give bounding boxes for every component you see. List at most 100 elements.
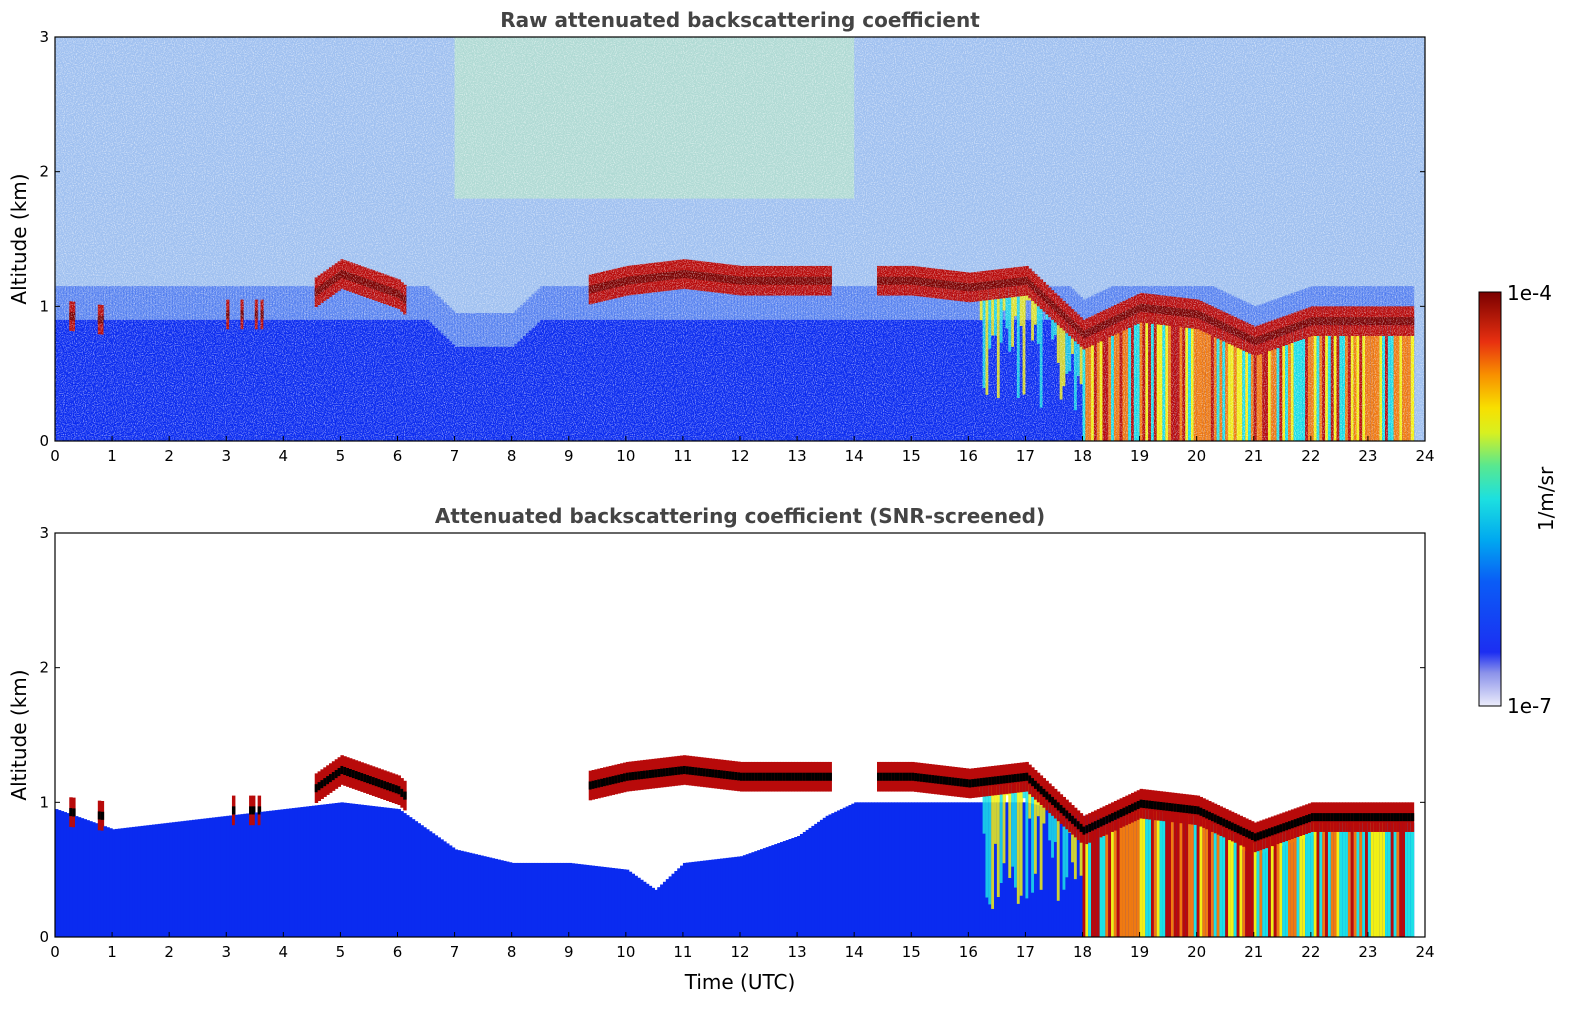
aerosol-column — [55, 809, 59, 937]
drizzle-column — [1019, 782, 1024, 896]
aerosol-column — [905, 802, 909, 937]
aerosol-column — [682, 862, 687, 937]
cloud-core — [891, 772, 895, 781]
precip-column — [1365, 822, 1369, 937]
aerosol-column — [174, 821, 179, 937]
aerosol-column — [700, 860, 704, 937]
precip-column — [1302, 825, 1306, 937]
aerosol-column — [237, 814, 242, 937]
cloud-core — [1299, 817, 1303, 826]
colorbar-max-label: 1e-4 — [1507, 281, 1552, 305]
aerosol-column — [223, 816, 227, 937]
cloud-core — [976, 778, 981, 787]
aerosol-column — [811, 825, 815, 937]
aerosol-column — [805, 829, 810, 937]
x-tick-label: 19 — [1130, 447, 1149, 465]
x-tick-label: 4 — [279, 943, 289, 961]
colorbar-gradient — [1478, 291, 1502, 707]
aerosol-column — [480, 855, 484, 937]
x-tick-label: 5 — [336, 447, 346, 465]
aerosol-column — [254, 812, 259, 937]
cloud-core — [1216, 815, 1221, 824]
aerosol-column — [734, 856, 738, 937]
aerosol-column — [132, 826, 136, 937]
cloud-core — [668, 767, 673, 776]
cloud-core — [888, 772, 892, 781]
precip-column — [1085, 834, 1089, 937]
aerosol-column — [294, 807, 299, 937]
cloud-core — [1048, 794, 1052, 803]
aerosol-column — [1011, 802, 1015, 937]
precip-column — [1359, 822, 1363, 937]
aerosol-column — [1051, 808, 1055, 937]
aerosol-column — [297, 807, 302, 937]
drizzle-column — [988, 786, 992, 905]
aerosol-column — [214, 817, 219, 937]
cloud-core — [403, 791, 407, 800]
aerosol-column — [965, 802, 969, 937]
precip-column — [1362, 822, 1366, 937]
drizzle-column — [1051, 806, 1055, 858]
precip-column — [1102, 826, 1106, 937]
cloud-core — [705, 768, 710, 777]
aerosol-column — [1068, 812, 1072, 937]
cloud-core — [648, 770, 653, 779]
cloud-core — [1396, 813, 1400, 822]
precip-column — [1250, 841, 1255, 937]
aerosol-column — [497, 859, 501, 937]
x-tick-label: 4 — [279, 447, 289, 465]
cloud-core — [1099, 818, 1104, 827]
precip-column — [1219, 826, 1223, 937]
cloud-core — [902, 772, 907, 781]
precip-column — [1382, 822, 1386, 937]
aerosol-column — [885, 802, 890, 937]
cloud-core — [249, 806, 253, 815]
aerosol-column — [283, 809, 287, 937]
aerosol-column — [1059, 810, 1064, 937]
cloud-core — [1185, 805, 1189, 814]
aerosol-column — [914, 802, 918, 937]
aerosol-column — [714, 859, 718, 937]
aerosol-column — [331, 803, 336, 937]
aerosol-column — [406, 815, 410, 937]
x-tick-label: 20 — [1187, 447, 1206, 465]
x-tick-label: 9 — [564, 943, 574, 961]
cloud-core — [1033, 780, 1038, 789]
cloud-core — [1345, 813, 1349, 822]
aerosol-column — [300, 807, 304, 937]
aerosol-column — [588, 865, 593, 937]
cloud-core — [1139, 799, 1144, 808]
cloud-core — [991, 776, 995, 785]
precip-column — [1190, 815, 1195, 937]
cloud-core — [1367, 813, 1372, 822]
aerosol-column — [437, 837, 441, 937]
cloud-core — [962, 778, 967, 787]
cloud-core — [1327, 813, 1332, 822]
cloud-core — [805, 772, 810, 781]
aerosol-column — [982, 802, 987, 937]
aerosol-column — [483, 856, 487, 937]
aerosol-column — [725, 857, 730, 937]
precip-column — [1139, 809, 1144, 937]
cloud-core — [942, 776, 947, 785]
aerosol-column — [525, 862, 530, 937]
cloud-core — [685, 766, 690, 775]
cloud-core — [799, 772, 804, 781]
precip-column — [1202, 818, 1206, 937]
y-tick-label: 1 — [39, 793, 49, 811]
precip-column — [1310, 822, 1315, 937]
aerosol-column — [440, 839, 444, 937]
precip-column — [1322, 822, 1326, 937]
cloud-core — [791, 772, 795, 781]
aerosol-column — [591, 865, 596, 937]
cloud-core — [882, 772, 887, 781]
precip-column — [1259, 840, 1263, 937]
x-tick-label: 0 — [50, 943, 60, 961]
precip-column — [1367, 822, 1372, 937]
aerosol-column — [249, 813, 253, 937]
cloud-core — [1119, 809, 1124, 818]
cloud-core — [1262, 830, 1266, 839]
cloud-core — [1330, 813, 1335, 822]
aerosol-column — [911, 802, 915, 937]
aerosol-column — [431, 833, 436, 937]
